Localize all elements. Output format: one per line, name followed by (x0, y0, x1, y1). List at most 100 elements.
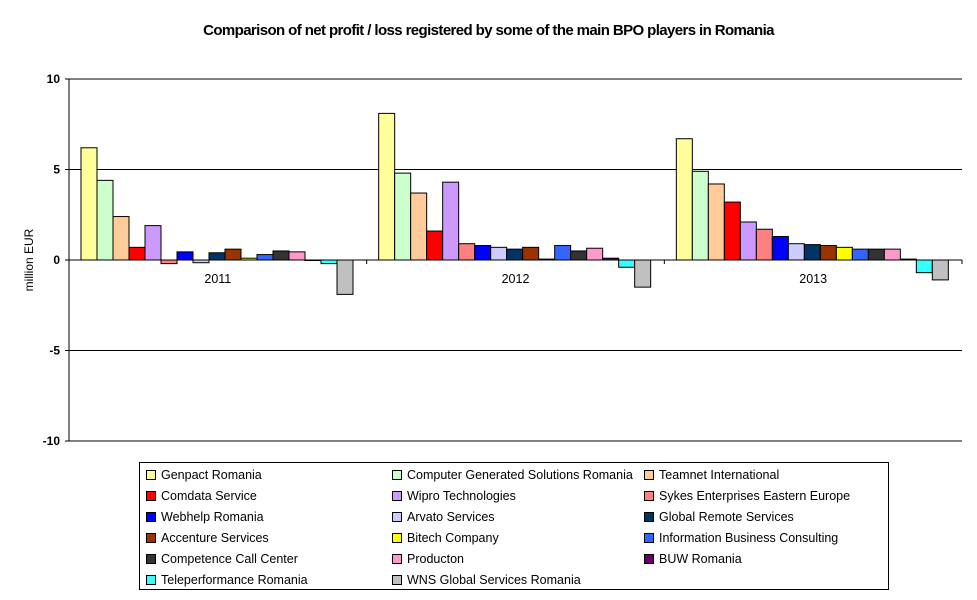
bar (112, 216, 130, 261)
legend-swatch (146, 469, 156, 480)
legend: Genpact Romania Computer Generated Soluti… (139, 462, 889, 590)
legend-item: Comdata Service (146, 488, 257, 504)
legend-item: Producton (392, 551, 464, 567)
legend-label: Comdata Service (161, 489, 257, 503)
legend-swatch (392, 490, 402, 501)
legend-label: Accenture Services (161, 531, 269, 545)
bar (634, 259, 652, 288)
legend-item: Information Business Consulting (644, 530, 838, 546)
bar (272, 250, 290, 261)
bar (506, 248, 524, 261)
legend-swatch (392, 532, 402, 543)
bar (803, 244, 821, 261)
legend-swatch (644, 532, 654, 543)
legend-item: BUW Romania (644, 551, 742, 567)
legend-label: Bitech Company (407, 531, 499, 545)
bar (160, 259, 178, 265)
legend-label: Arvato Services (407, 510, 495, 524)
bar (787, 243, 805, 261)
bar (755, 228, 773, 261)
bar (144, 225, 162, 261)
bar (208, 252, 226, 261)
legend-label: Information Business Consulting (659, 531, 839, 545)
bar (707, 183, 725, 261)
x-category-label: 2012 (502, 272, 530, 286)
bar (490, 246, 508, 261)
bar (675, 138, 693, 261)
legend-item: Webhelp Romania (146, 509, 264, 525)
legend-item: Wipro Technologies (392, 488, 516, 504)
gridlines (69, 78, 962, 442)
legend-item: Teamnet International (644, 467, 779, 483)
legend-swatch (392, 511, 402, 522)
legend-swatch (644, 469, 654, 480)
bar (522, 246, 540, 261)
legend-swatch (644, 490, 654, 501)
bar (474, 245, 492, 261)
legend-swatch (146, 532, 156, 543)
legend-item: WNS Global Services Romania (392, 572, 581, 588)
y-tick-label: 10 (47, 72, 61, 86)
legend-item: Global Remote Services (644, 509, 794, 525)
legend-label: Genpact Romania (161, 468, 262, 482)
legend-swatch (392, 574, 402, 585)
bar (554, 245, 572, 261)
legend-swatch (392, 553, 402, 564)
axes: 10 5 0 -5 -10 2011 2012 2013 (43, 72, 963, 448)
bar (851, 248, 869, 261)
legend-swatch (644, 511, 654, 522)
legend-swatch (146, 553, 156, 564)
bar (458, 243, 476, 261)
bar (618, 259, 636, 268)
bar (128, 246, 146, 261)
bar (691, 170, 709, 261)
bar (320, 259, 338, 265)
chart-title: Comparison of net profit / loss register… (203, 22, 774, 39)
bar (176, 251, 194, 261)
legend-label: Global Remote Services (659, 510, 794, 524)
legend-label: Teamnet International (659, 468, 780, 482)
legend-item: Computer Generated Solutions Romania (392, 467, 633, 483)
bar (819, 245, 837, 261)
x-category-label: 2013 (799, 272, 827, 286)
bar (288, 251, 306, 261)
y-axis-label: million EUR (22, 228, 36, 291)
bar (80, 147, 98, 261)
bar (883, 248, 901, 261)
legend-label: Teleperformance Romania (161, 573, 308, 587)
legend-label: Competence Call Center (161, 552, 298, 566)
legend-swatch (146, 511, 156, 522)
bar (867, 248, 885, 261)
bar (586, 247, 604, 261)
bar (378, 112, 396, 261)
legend-label: BUW Romania (659, 552, 742, 566)
bar (835, 246, 853, 261)
legend-item: Arvato Services (392, 509, 495, 525)
legend-label: Wipro Technologies (407, 489, 516, 503)
y-tick-label: -10 (43, 434, 61, 448)
legend-label: Producton (407, 552, 464, 566)
bar (723, 201, 741, 261)
legend-swatch (392, 469, 402, 480)
legend-swatch (146, 490, 156, 501)
bar (426, 230, 444, 261)
x-category-label: 2011 (204, 272, 231, 286)
bar (931, 259, 949, 281)
bar (771, 235, 789, 261)
bar (410, 192, 428, 261)
bar (394, 172, 412, 261)
legend-swatch (146, 574, 156, 585)
legend-item: Genpact Romania (146, 467, 262, 483)
y-tick-label: -5 (49, 344, 60, 358)
legend-item: Teleperformance Romania (146, 572, 308, 588)
bar (739, 221, 757, 261)
legend-item: Sykes Enterprises Eastern Europe (644, 488, 850, 504)
legend-label: Webhelp Romania (161, 510, 264, 524)
bar (336, 259, 354, 295)
y-tick-label: 5 (53, 163, 60, 177)
bar (224, 248, 242, 261)
legend-label: Computer Generated Solutions Romania (407, 468, 633, 482)
bar (915, 259, 933, 274)
legend-swatch (644, 553, 654, 564)
